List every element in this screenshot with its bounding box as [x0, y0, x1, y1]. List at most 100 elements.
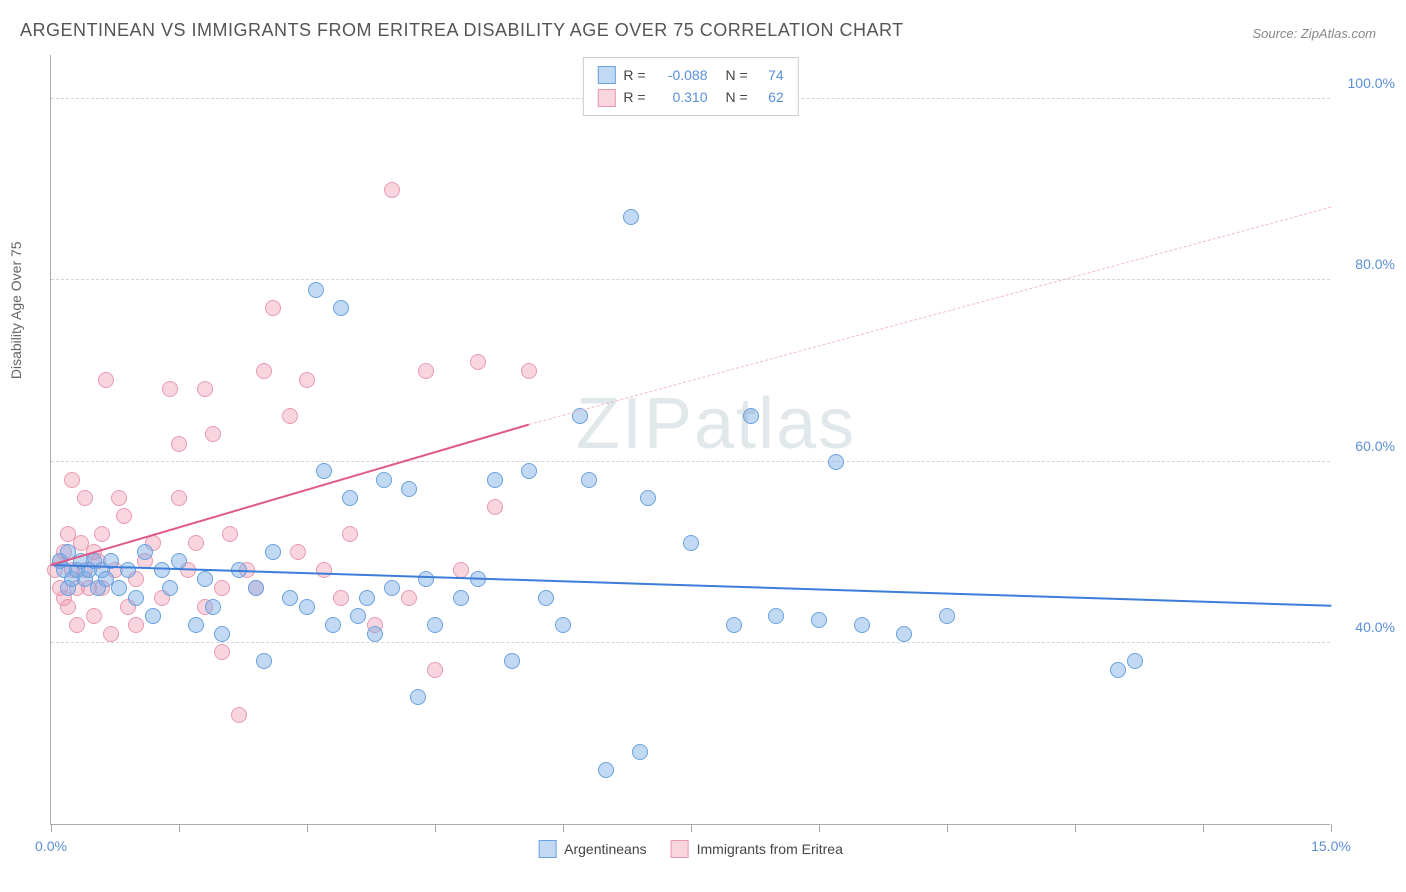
scatter-point-argentineans — [1127, 653, 1143, 669]
scatter-point-eritrea — [98, 372, 114, 388]
scatter-point-eritrea — [290, 544, 306, 560]
scatter-point-argentineans — [325, 617, 341, 633]
scatter-point-eritrea — [111, 490, 127, 506]
legend-row-argentineans: R = -0.088 N = 74 — [597, 64, 783, 86]
scatter-point-argentineans — [214, 626, 230, 642]
scatter-point-eritrea — [333, 590, 349, 606]
x-tick — [307, 824, 308, 832]
chart-title: ARGENTINEAN VS IMMIGRANTS FROM ERITREA D… — [20, 20, 904, 41]
r-label: R = — [623, 64, 645, 86]
correlation-legend: R = -0.088 N = 74 R = 0.310 N = 62 — [582, 57, 798, 116]
scatter-point-argentineans — [726, 617, 742, 633]
x-tick — [1203, 824, 1204, 832]
scatter-point-eritrea — [384, 182, 400, 198]
scatter-point-argentineans — [342, 490, 358, 506]
scatter-point-eritrea — [265, 300, 281, 316]
scatter-point-eritrea — [487, 499, 503, 515]
swatch-argentineans — [597, 66, 615, 84]
watermark: ZIPatlas — [576, 383, 856, 465]
n-label: N = — [726, 86, 748, 108]
scatter-point-eritrea — [171, 436, 187, 452]
scatter-point-eritrea — [171, 490, 187, 506]
scatter-point-argentineans — [410, 689, 426, 705]
trend-line-argentineans — [51, 564, 1331, 607]
scatter-point-argentineans — [811, 612, 827, 628]
scatter-point-argentineans — [555, 617, 571, 633]
scatter-point-eritrea — [64, 472, 80, 488]
swatch-eritrea — [597, 89, 615, 107]
scatter-point-argentineans — [197, 571, 213, 587]
y-tick-label: 40.0% — [1355, 619, 1395, 635]
scatter-point-eritrea — [222, 526, 238, 542]
n-value-argentineans: 74 — [756, 64, 784, 86]
scatter-point-eritrea — [214, 644, 230, 660]
scatter-point-eritrea — [188, 535, 204, 551]
legend-label-argentineans: Argentineans — [564, 841, 647, 857]
scatter-point-argentineans — [581, 472, 597, 488]
x-tick — [435, 824, 436, 832]
scatter-point-argentineans — [623, 209, 639, 225]
scatter-point-eritrea — [86, 608, 102, 624]
r-value-eritrea: 0.310 — [654, 86, 708, 108]
scatter-point-eritrea — [128, 617, 144, 633]
x-tick-label: 0.0% — [35, 838, 67, 854]
scatter-point-argentineans — [939, 608, 955, 624]
scatter-point-argentineans — [111, 580, 127, 596]
r-value-argentineans: -0.088 — [654, 64, 708, 86]
scatter-point-argentineans — [1110, 662, 1126, 678]
x-tick — [691, 824, 692, 832]
legend-row-eritrea: R = 0.310 N = 62 — [597, 86, 783, 108]
scatter-point-argentineans — [896, 626, 912, 642]
y-tick-label: 80.0% — [1355, 256, 1395, 272]
scatter-point-eritrea — [205, 426, 221, 442]
scatter-point-eritrea — [282, 408, 298, 424]
scatter-point-argentineans — [632, 744, 648, 760]
scatter-point-eritrea — [316, 562, 332, 578]
scatter-point-argentineans — [384, 580, 400, 596]
scatter-point-eritrea — [418, 363, 434, 379]
gridline — [51, 461, 1330, 462]
x-tick — [51, 824, 52, 832]
y-tick-label: 100.0% — [1348, 75, 1395, 91]
scatter-point-eritrea — [231, 707, 247, 723]
series-legend: Argentineans Immigrants from Eritrea — [538, 840, 843, 858]
scatter-point-argentineans — [598, 762, 614, 778]
scatter-point-eritrea — [521, 363, 537, 379]
scatter-point-eritrea — [197, 381, 213, 397]
legend-item-eritrea: Immigrants from Eritrea — [671, 840, 843, 858]
scatter-point-eritrea — [94, 526, 110, 542]
scatter-point-argentineans — [248, 580, 264, 596]
scatter-point-argentineans — [265, 544, 281, 560]
scatter-point-argentineans — [299, 599, 315, 615]
gridline — [51, 642, 1330, 643]
scatter-point-argentineans — [256, 653, 272, 669]
scatter-point-argentineans — [188, 617, 204, 633]
source-attribution: Source: ZipAtlas.com — [1252, 26, 1376, 41]
x-tick — [947, 824, 948, 832]
scatter-point-argentineans — [640, 490, 656, 506]
scatter-point-argentineans — [282, 590, 298, 606]
scatter-point-eritrea — [256, 363, 272, 379]
scatter-point-argentineans — [376, 472, 392, 488]
scatter-point-argentineans — [359, 590, 375, 606]
scatter-point-eritrea — [103, 626, 119, 642]
scatter-point-argentineans — [487, 472, 503, 488]
scatter-point-argentineans — [504, 653, 520, 669]
scatter-point-argentineans — [162, 580, 178, 596]
scatter-point-argentineans — [768, 608, 784, 624]
legend-label-eritrea: Immigrants from Eritrea — [697, 841, 843, 857]
y-tick-label: 60.0% — [1355, 438, 1395, 454]
x-tick — [563, 824, 564, 832]
y-axis-label: Disability Age Over 75 — [8, 241, 24, 379]
scatter-point-argentineans — [401, 481, 417, 497]
scatter-point-argentineans — [120, 562, 136, 578]
scatter-point-argentineans — [316, 463, 332, 479]
swatch-eritrea — [671, 840, 689, 858]
scatter-point-argentineans — [427, 617, 443, 633]
scatter-point-eritrea — [69, 617, 85, 633]
scatter-point-eritrea — [401, 590, 417, 606]
scatter-point-argentineans — [453, 590, 469, 606]
scatter-point-argentineans — [418, 571, 434, 587]
swatch-argentineans — [538, 840, 556, 858]
scatter-point-argentineans — [350, 608, 366, 624]
